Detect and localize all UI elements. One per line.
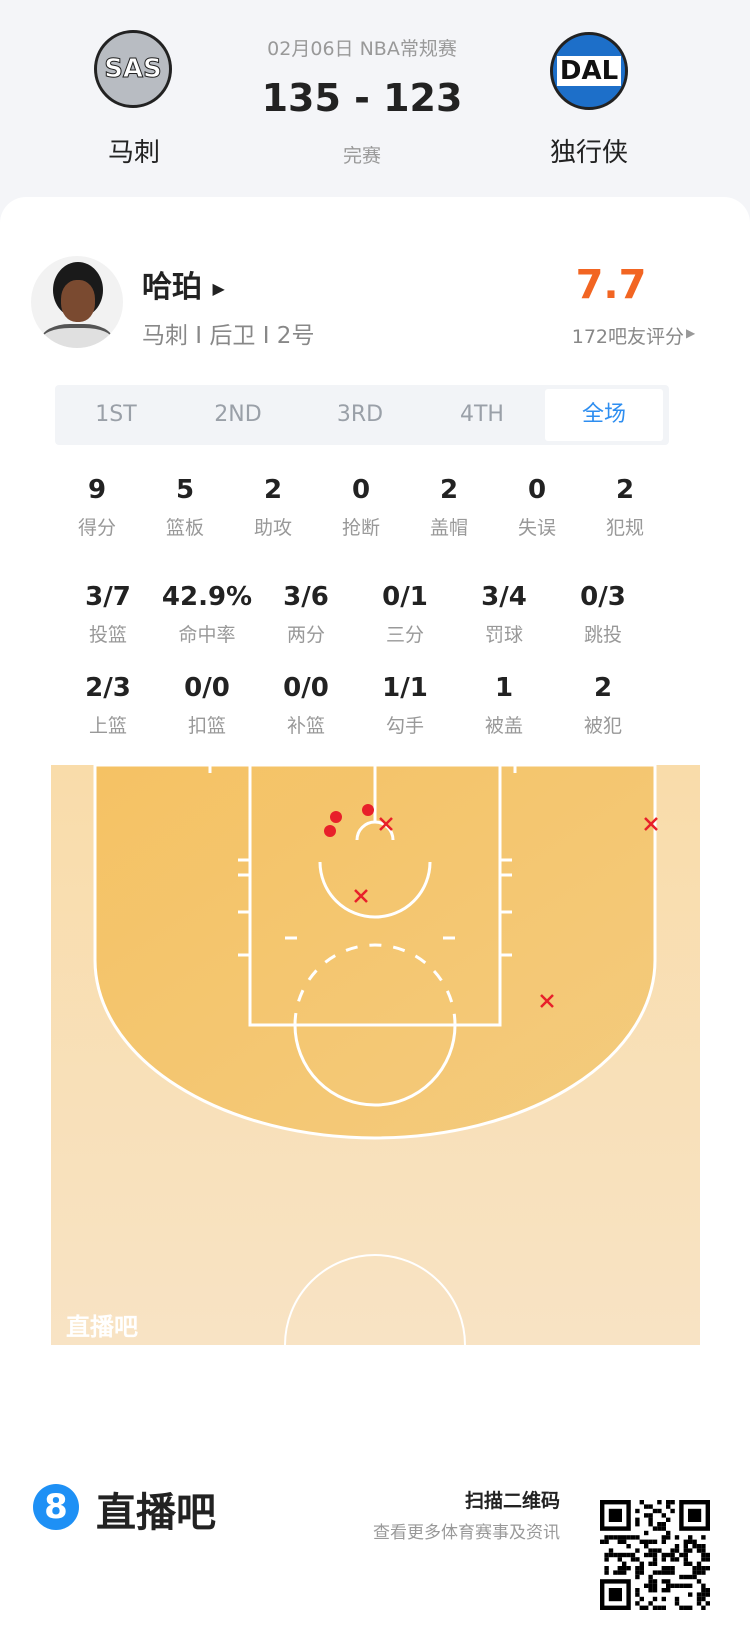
stat-value: 3/7 (85, 582, 131, 612)
stat-label: 投篮 (88, 624, 128, 646)
stat-value: 2 (263, 475, 283, 505)
made-shot-marker (362, 804, 374, 816)
match-status: 完赛 (342, 145, 382, 167)
stat-label: 扣篮 (187, 715, 227, 737)
stat-value: 2/3 (85, 673, 131, 703)
stat-value: 5 (175, 475, 195, 505)
stat-value: 2 (615, 475, 635, 505)
stat-value: 9 (87, 475, 107, 505)
player-rating: 7.7 (575, 262, 647, 308)
missed-shot-marker (540, 994, 554, 1008)
caret-right-icon: ▶ (686, 326, 696, 340)
tab-3rd[interactable]: 3RD (336, 402, 384, 427)
tab-4th[interactable]: 4TH (460, 402, 504, 427)
stat-label: 上篮 (88, 715, 128, 737)
shot-chart: 直播吧 (51, 765, 700, 1345)
stat-value: 0/0 (283, 673, 329, 703)
three-point-line (93, 765, 657, 1140)
qr-title: 扫描二维码 (464, 1490, 560, 1512)
stat-value: 0/0 (184, 673, 230, 703)
brand-logo-icon: 8 (33, 1484, 79, 1530)
stat-label: 三分 (385, 624, 425, 646)
away-team-logo[interactable]: DAL (550, 32, 628, 110)
made-shot-marker (324, 825, 336, 837)
brand-name: 直播吧 (96, 1490, 216, 1536)
stat-value: 0/1 (382, 582, 428, 612)
missed-shot-marker (379, 817, 393, 831)
qr-code[interactable] (600, 1500, 710, 1610)
home-team-name: 马刺 (107, 138, 161, 168)
stat-label: 盖帽 (429, 517, 469, 539)
center-circle (284, 1254, 466, 1345)
stat-value: 0/3 (580, 582, 626, 612)
stat-value: 3/6 (283, 582, 329, 612)
stat-label: 勾手 (385, 715, 425, 737)
stat-label: 犯规 (605, 517, 645, 539)
stat-label: 被犯 (583, 715, 623, 737)
lane-ticks (208, 765, 517, 957)
stat-label: 得分 (77, 517, 117, 539)
court-watermark: 直播吧 (66, 1313, 138, 1341)
stat-value: 2 (439, 475, 459, 505)
missed-shot-marker (644, 817, 658, 831)
stat-label: 助攻 (253, 517, 293, 539)
stat-value: 0 (527, 475, 547, 505)
home-team-logo[interactable]: SAS (94, 30, 172, 108)
made-shot-marker (330, 811, 342, 823)
player-info: 马刺 I 后卫 I 2号 (142, 323, 315, 349)
stat-value: 2 (593, 673, 613, 703)
stat-value: 1 (494, 673, 514, 703)
stat-label: 两分 (286, 624, 326, 646)
away-team-name: 独行侠 (549, 138, 629, 168)
stat-label: 被盖 (484, 715, 524, 737)
stat-value: 3/4 (481, 582, 527, 612)
stat-label: 命中率 (178, 624, 236, 646)
stat-value: 42.9% (161, 582, 253, 612)
stat-label: 失误 (517, 517, 557, 539)
paint (248, 765, 502, 1027)
tab-1st[interactable]: 1ST (95, 402, 137, 427)
rating-count-link[interactable]: 172吧友评分 (571, 326, 684, 348)
free-throw-circle-lower (293, 1024, 457, 1107)
stat-label: 篮板 (165, 517, 205, 539)
no-charge-arc (318, 861, 432, 919)
stat-value: 0 (351, 475, 371, 505)
restricted-arc (355, 820, 395, 841)
tab-full-game[interactable]: 全场 (545, 389, 663, 441)
missed-shot-marker (354, 889, 368, 903)
player-name-link[interactable]: 哈珀 ▶ (142, 270, 225, 305)
period-tabs: 1ST 2ND 3RD 4TH 全场 (55, 385, 669, 445)
stat-label: 跳投 (583, 624, 623, 646)
caret-right-icon: ▶ (212, 279, 225, 298)
free-throw-circle-upper (293, 943, 457, 1026)
stat-label: 罚球 (484, 624, 524, 646)
stat-value: 1/1 (382, 673, 428, 703)
match-date-league: 02月06日 NBA常规赛 (267, 38, 457, 60)
match-score: 135 - 123 (261, 76, 463, 120)
stat-label: 抢断 (341, 517, 381, 539)
tab-2nd[interactable]: 2ND (214, 402, 262, 427)
player-avatar[interactable] (31, 256, 123, 348)
qr-subtitle: 查看更多体育赛事及资讯 (373, 1523, 560, 1543)
stat-label: 补篮 (286, 715, 326, 737)
